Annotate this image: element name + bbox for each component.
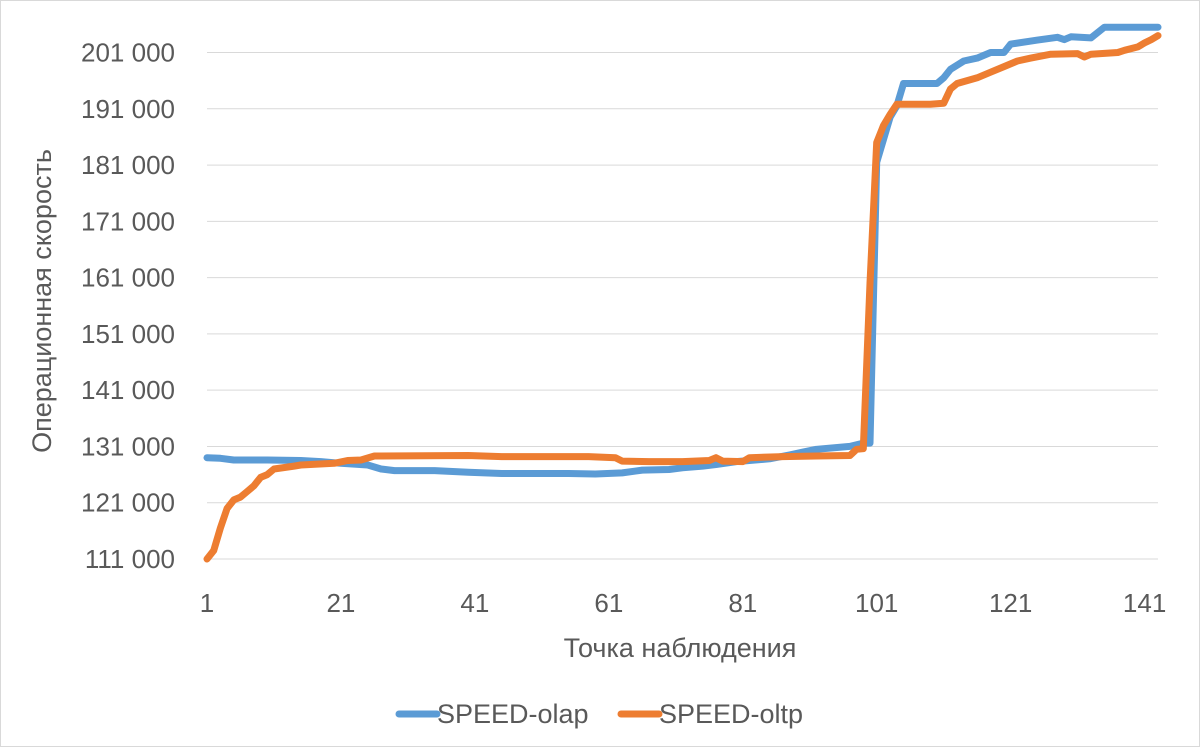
y-tick-label: 171 000 <box>81 206 175 236</box>
x-tick-labels: 1 21 41 61 81 101 121 141 <box>200 588 1167 618</box>
legend-item-olap: SPEED-olap <box>395 699 589 729</box>
gridlines <box>207 52 1158 560</box>
y-tick-label: 201 000 <box>81 38 175 68</box>
legend: SPEED-olap SPEED-oltp <box>395 699 803 729</box>
y-tick-label: 121 000 <box>81 488 175 518</box>
y-tick-label: 191 000 <box>81 94 175 124</box>
y-tick-labels: 111 000 121 000 131 000 141 000 151 000 161 0… <box>81 38 175 574</box>
x-tick-label: 81 <box>728 588 757 618</box>
legend-item-oltp: SPEED-oltp <box>617 699 803 729</box>
x-tick-label: 41 <box>460 588 489 618</box>
x-axis-title: Точка наблюдения <box>564 633 797 663</box>
series-line-speed-oltp <box>203 32 1162 563</box>
x-tick-label: 121 <box>989 588 1032 618</box>
legend-label-olap: SPEED-olap <box>437 699 589 729</box>
x-tick-label: 101 <box>855 588 898 618</box>
y-tick-label: 151 000 <box>81 319 175 349</box>
y-tick-label: 181 000 <box>81 150 175 180</box>
y-tick-label: 131 000 <box>81 431 175 461</box>
x-tick-label: 21 <box>326 588 355 618</box>
series-line-speed-olap <box>203 23 1162 478</box>
series-lines <box>203 23 1162 563</box>
x-tick-label: 61 <box>594 588 623 618</box>
y-tick-label: 111 000 <box>85 544 175 574</box>
x-tick-label: 141 <box>1123 588 1166 618</box>
y-tick-label: 141 000 <box>81 375 175 405</box>
legend-label-oltp: SPEED-oltp <box>659 699 803 729</box>
y-tick-label: 161 000 <box>81 263 175 293</box>
x-tick-label: 1 <box>200 588 214 618</box>
y-axis-title: Операционная скорость <box>27 149 57 453</box>
